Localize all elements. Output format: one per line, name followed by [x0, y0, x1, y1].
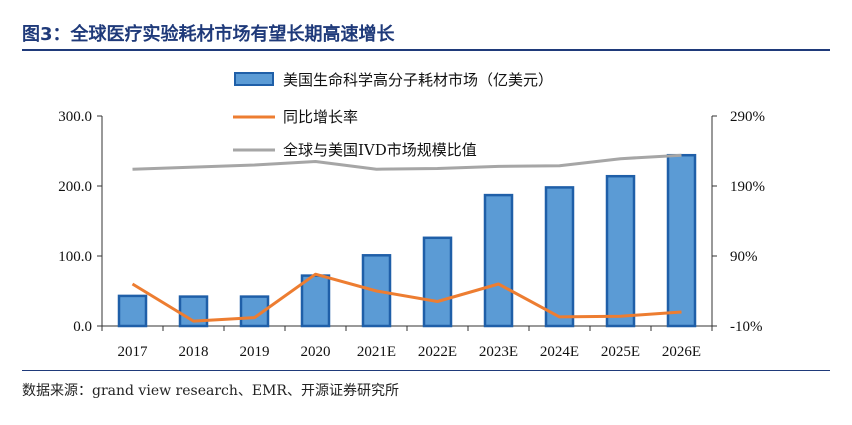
legend: 美国生命科学高分子耗材市场（亿美元） 同比增长率 全球与美国IVD市场规模比值	[233, 71, 553, 159]
bar-series	[117, 153, 697, 328]
left-axis-tick-label: 200.0	[58, 179, 92, 195]
growth-line	[131, 272, 682, 323]
x-axis-tick-label: 2025E	[601, 344, 640, 360]
legend-label-growth: 同比增长率	[283, 108, 358, 126]
bar	[605, 174, 636, 328]
ratio-line	[132, 153, 682, 171]
x-axis-tick-label: 2019	[240, 344, 270, 360]
legend-label-market: 美国生命科学高分子耗材市场（亿美元）	[283, 71, 553, 89]
x-axis-tick-label: 2023E	[479, 344, 518, 360]
x-axis-tick-label: 2024E	[540, 344, 579, 360]
left-axis-tick-label: 0.0	[73, 319, 92, 335]
title-underline	[22, 49, 830, 51]
x-axis-tick-label: 2022E	[418, 344, 457, 360]
bar	[300, 274, 331, 328]
legend-swatch-market	[234, 72, 274, 86]
left-axis-tick-label: 300.0	[58, 109, 92, 125]
axes: 0.0 100.0 200.0 300.0 -10% 90% 190% 290% 2017 201…	[58, 109, 765, 360]
x-axis-tick-label: 2021E	[357, 344, 396, 360]
right-axis-tick-label: 290%	[730, 109, 765, 125]
x-axis-tick-label: 2020	[301, 344, 331, 360]
bar	[178, 295, 209, 328]
chart-title: 图3：全球医疗实验耗材市场有望长期高速增长	[22, 24, 395, 45]
bar	[422, 236, 453, 328]
x-axis-tick-label: 2017	[118, 344, 149, 360]
bar	[666, 153, 697, 328]
x-axis-tick-label: 2018	[179, 344, 209, 360]
right-axis-tick-label: 190%	[730, 179, 765, 195]
footer-rule	[22, 370, 830, 371]
bar	[544, 186, 575, 328]
legend-label-ratio: 全球与美国IVD市场规模比值	[283, 141, 477, 159]
chart: 美国生命科学高分子耗材市场（亿美元） 同比增长率 全球与美国IVD市场规模比值 …	[58, 71, 765, 360]
source-note: 数据来源：grand view research、EMR、开源证券研究所	[22, 383, 399, 399]
right-axis-tick-label: -10%	[730, 319, 763, 335]
right-axis-tick-label: 90%	[730, 249, 758, 265]
line-series	[131, 153, 682, 323]
x-axis-tick-label: 2026E	[662, 344, 701, 360]
bar	[117, 294, 148, 328]
left-axis-tick-label: 100.0	[58, 249, 92, 265]
bar	[483, 193, 514, 328]
